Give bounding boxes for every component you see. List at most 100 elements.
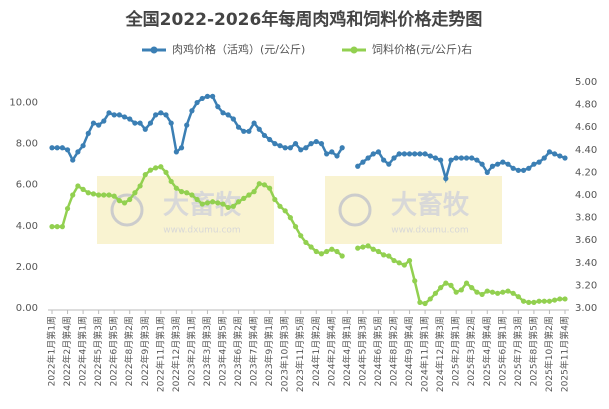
watermark-logo [338, 193, 372, 227]
point [173, 149, 179, 155]
point [215, 104, 221, 110]
point [474, 289, 480, 295]
x-tick-label: 2023年10月第3周 [279, 316, 291, 392]
point [318, 251, 325, 257]
point [355, 163, 361, 169]
point [552, 151, 558, 157]
point [562, 296, 568, 302]
point [298, 147, 304, 153]
x-tick-label: 2024年8月第2周 [388, 316, 400, 386]
x-tick-label: 2023年9月第1周 [263, 316, 275, 386]
point [458, 155, 464, 161]
x-tick-label: 2024年12月第3周 [434, 316, 446, 392]
point [101, 192, 107, 198]
point [225, 112, 231, 118]
chart-title: 全国2022-2026年每周肉鸡和饲料价格走势图 [125, 9, 483, 30]
y-tick-label: 4.00 [16, 221, 38, 232]
point [375, 248, 382, 255]
point [298, 233, 304, 239]
point [256, 126, 262, 132]
x-tick-label: 2023年6月第2周 [232, 316, 244, 386]
point [484, 288, 490, 294]
point [546, 298, 553, 304]
point [153, 112, 159, 118]
legend-marker [350, 46, 358, 54]
point [412, 151, 418, 157]
point [261, 182, 268, 188]
point [59, 145, 65, 151]
point [443, 280, 449, 286]
point [438, 157, 444, 163]
point [541, 155, 547, 161]
y-tick-label: 6.00 [16, 180, 38, 191]
watermark-url: www.dxumu.com [391, 226, 468, 236]
y2-tick-label: 3.60 [575, 235, 597, 246]
point [318, 141, 325, 147]
point [479, 291, 485, 298]
point [308, 244, 314, 250]
y2-tick-label: 5.00 [575, 77, 597, 88]
point [355, 245, 361, 251]
point [111, 112, 117, 118]
point [272, 196, 278, 203]
point [101, 118, 107, 124]
point [184, 122, 190, 128]
point [339, 145, 345, 151]
point [365, 243, 371, 249]
point [85, 190, 91, 196]
point [469, 155, 475, 161]
point [64, 147, 71, 153]
legend-label: 饲料价格(元/公斤)右 [372, 42, 472, 56]
y-tick-label: 2.00 [16, 262, 38, 273]
point [396, 151, 402, 157]
x-tick-label: 2022年5月第3周 [92, 316, 104, 386]
point [90, 120, 97, 126]
point [536, 298, 542, 304]
point [251, 189, 257, 195]
y2-tick-label: 4.80 [575, 100, 597, 111]
point [406, 151, 413, 157]
point [96, 122, 102, 128]
point [147, 120, 154, 126]
point [168, 178, 174, 185]
point [313, 138, 319, 145]
legend-marker [150, 46, 158, 54]
point [453, 289, 459, 295]
point [370, 246, 376, 252]
x-tick-label: 2022年9月第3周 [139, 316, 151, 386]
point [334, 248, 340, 255]
x-tick-label: 2024年9月第4周 [403, 316, 415, 386]
point [489, 289, 496, 295]
point [230, 203, 236, 209]
point [116, 198, 122, 204]
watermark-logo [110, 193, 144, 227]
point [546, 149, 553, 155]
point [210, 199, 216, 205]
point [137, 120, 143, 126]
x-tick-label: 2025年6月第1周 [496, 316, 508, 386]
point [438, 285, 444, 291]
point [484, 169, 490, 175]
point [59, 224, 65, 230]
point [557, 296, 563, 302]
point [246, 192, 252, 198]
point [417, 299, 423, 305]
point [526, 165, 532, 171]
point [194, 196, 200, 203]
point [401, 262, 407, 268]
point [381, 252, 387, 258]
point [360, 244, 366, 250]
point [329, 149, 335, 155]
x-tick-label: 2022年12月第3周 [170, 316, 182, 392]
point [432, 290, 439, 296]
point [479, 161, 485, 167]
point [230, 116, 236, 122]
point [153, 165, 159, 171]
watermark-text: 大畜牧 [391, 190, 470, 221]
point [515, 294, 521, 300]
y2-tick-label: 4.20 [575, 167, 597, 178]
point [75, 183, 81, 189]
point [500, 159, 506, 165]
point [220, 201, 226, 207]
x-tick-label: 2025年11月第4周 [559, 316, 571, 392]
